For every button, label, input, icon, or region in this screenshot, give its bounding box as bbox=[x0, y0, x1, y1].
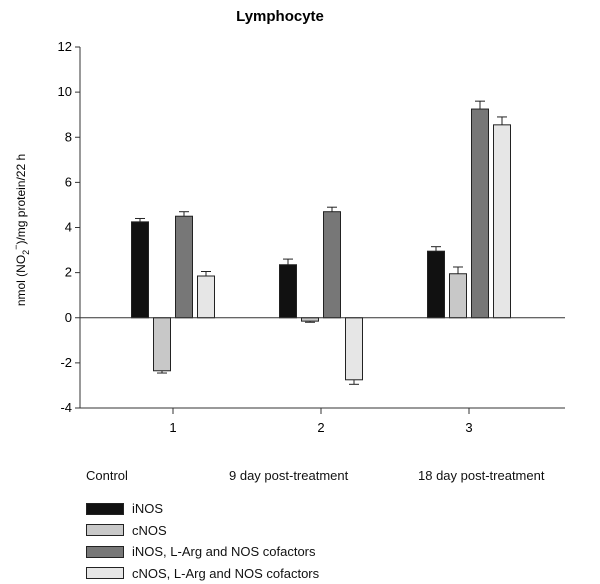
legend-label-inos-larg: iNOS, L-Arg and NOS cofactors bbox=[132, 544, 316, 560]
legend-label-cnos: cNOS bbox=[132, 522, 167, 538]
group-label-18-day: 18 day post-treatment bbox=[418, 468, 545, 483]
x-tick-label: 2 bbox=[317, 420, 324, 435]
chart: Lymphocyte nmol (NO2−)/mg protein/22 h -… bbox=[11, 8, 565, 435]
legend-swatch-inos bbox=[86, 502, 124, 515]
bar-cnos-l-arg-and-nos-cofactors-2 bbox=[345, 317, 363, 381]
y-tick-label: 4 bbox=[65, 220, 72, 235]
y-tick-label: 12 bbox=[58, 39, 72, 54]
legend-item-inos: iNOS bbox=[86, 498, 319, 520]
bar-inos-3 bbox=[427, 250, 445, 319]
y-tick-label: -2 bbox=[60, 355, 72, 370]
bar-inos-1 bbox=[131, 221, 149, 319]
y-tick-label: -4 bbox=[60, 400, 72, 415]
bar-inos-2 bbox=[279, 264, 297, 319]
x-tick-label: 1 bbox=[169, 420, 176, 435]
bar-cnos-l-arg-and-nos-cofactors-3 bbox=[493, 124, 511, 319]
bar-inos-l-arg-and-nos-cofactors-2 bbox=[323, 211, 341, 319]
y-tick-label: 2 bbox=[65, 265, 72, 280]
legend-item-cnos-larg: cNOS, L-Arg and NOS cofactors bbox=[86, 563, 319, 584]
legend: iNOS cNOS iNOS, L-Arg and NOS cofactors … bbox=[86, 498, 319, 584]
legend-item-inos-larg: iNOS, L-Arg and NOS cofactors bbox=[86, 541, 319, 563]
bar-cnos-1 bbox=[153, 317, 171, 372]
y-tick-label: 0 bbox=[65, 310, 72, 325]
legend-swatch-cnos-larg bbox=[86, 567, 124, 580]
bar-cnos-l-arg-and-nos-cofactors-1 bbox=[197, 275, 215, 319]
chart-title: Lymphocyte bbox=[236, 8, 324, 25]
legend-label-inos: iNOS bbox=[132, 501, 164, 517]
bar-cnos-2 bbox=[301, 317, 319, 322]
group-label-control: Control bbox=[86, 468, 128, 483]
legend-item-cnos: cNOS bbox=[86, 520, 319, 542]
legend-swatch-cnos bbox=[86, 524, 124, 537]
bar-cnos-3 bbox=[449, 273, 467, 319]
legend-swatch-inos-larg bbox=[86, 545, 124, 558]
bar-inos-l-arg-and-nos-cofactors-1 bbox=[175, 215, 193, 319]
bar-inos-l-arg-and-nos-cofactors-3 bbox=[471, 108, 489, 319]
y-tick-label: 6 bbox=[65, 174, 72, 189]
x-tick-label: 3 bbox=[465, 420, 472, 435]
legend-label-cnos-larg: cNOS, L-Arg and NOS cofactors bbox=[132, 565, 320, 581]
bars-layer bbox=[131, 100, 511, 385]
group-label-9-day: 9 day post-treatment bbox=[229, 468, 349, 483]
y-tick-label: 8 bbox=[65, 129, 72, 144]
y-tick-label: 10 bbox=[58, 84, 72, 99]
y-axis-label: nmol (NO2−)/mg protein/22 h bbox=[11, 154, 31, 306]
